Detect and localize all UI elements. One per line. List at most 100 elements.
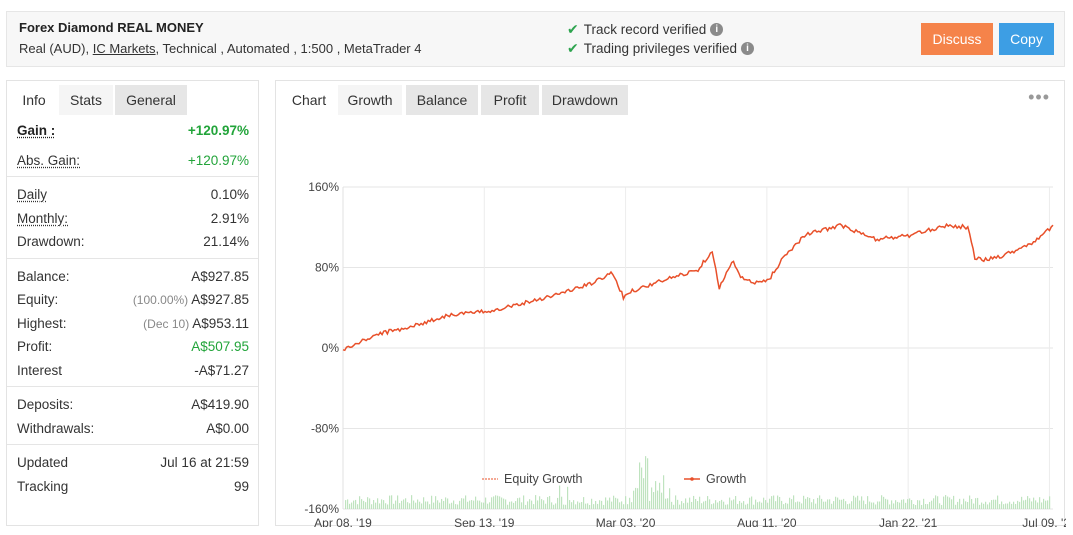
tab-growth[interactable]: Growth	[338, 85, 402, 115]
stats-panel: Info Stats General Gain : +120.97% Abs. …	[6, 80, 259, 526]
volume-bar	[921, 504, 923, 509]
copy-button[interactable]: Copy	[999, 23, 1054, 55]
tab-chart[interactable]: Chart	[280, 85, 338, 115]
volume-bar	[883, 496, 885, 509]
check-icon: ✔	[567, 21, 579, 37]
volume-bar	[361, 499, 363, 509]
volume-bar	[389, 495, 391, 509]
volume-bar	[969, 495, 971, 509]
legend: Equity Growth Growth	[482, 472, 746, 486]
volume-bar	[553, 504, 555, 509]
volume-bar	[459, 500, 461, 509]
volume-bar	[789, 497, 791, 509]
stat-label: Balance:	[17, 268, 70, 284]
volume-bar	[517, 498, 519, 509]
x-tick-label: Sep 13, '19	[454, 516, 515, 527]
volume-bar	[905, 502, 907, 509]
volume-bar	[769, 498, 771, 509]
trading-privileges-verified: ✔ Trading privileges verified i	[567, 40, 755, 57]
volume-bar	[669, 488, 671, 509]
volume-bar	[637, 488, 639, 509]
volume-bar	[997, 495, 999, 509]
volume-bar	[403, 499, 405, 509]
volume-bar	[801, 503, 803, 509]
volume-bar	[527, 501, 529, 509]
volume-bar	[949, 497, 951, 509]
growth-chart: 160% 80% 0% -80% -160% Apr 08, '19 Sep 13, '1…	[304, 180, 1066, 527]
volume-bar	[979, 504, 981, 509]
info-icon[interactable]: i	[741, 42, 755, 55]
volume-bar	[481, 502, 483, 509]
volume-bar	[661, 492, 663, 509]
legend-growth[interactable]: Growth	[706, 472, 746, 486]
tab-balance[interactable]: Balance	[406, 85, 478, 115]
volume-bar	[999, 504, 1001, 509]
stat-label[interactable]: Daily	[17, 187, 48, 202]
tab-info[interactable]: Info	[11, 85, 57, 115]
volume-bar	[791, 499, 793, 509]
volume-bar	[411, 495, 413, 509]
volume-bar	[1049, 496, 1051, 509]
volume-bar	[677, 499, 679, 509]
more-dots-icon[interactable]: •••	[1028, 87, 1050, 107]
volume-bar	[895, 500, 897, 509]
volume-bar	[551, 502, 553, 509]
broker-link[interactable]: IC Markets	[92, 41, 156, 56]
volume-bar	[673, 504, 675, 509]
volume-bar	[407, 502, 409, 509]
volume-bars	[345, 456, 1051, 509]
stats-list: Gain : +120.97% Abs. Gain: +120.97% Dail…	[7, 119, 258, 498]
x-tick-label: Aug 11, '20	[737, 516, 797, 527]
volume-bar	[723, 501, 725, 509]
stat-withdrawals: Withdrawals: A$0.00	[7, 417, 258, 441]
volume-bar	[621, 501, 623, 509]
tab-drawdown[interactable]: Drawdown	[542, 85, 628, 115]
volume-bar	[393, 503, 395, 509]
volume-bar	[737, 503, 739, 509]
volume-bar	[653, 492, 655, 509]
stat-label: Profit:	[17, 339, 53, 354]
volume-bar	[967, 502, 969, 509]
stat-value: 2.91%	[210, 210, 249, 226]
volume-bar	[1027, 496, 1029, 509]
volume-bar	[839, 499, 841, 509]
volume-bar	[559, 485, 561, 509]
volume-bar	[873, 502, 875, 509]
volume-bar	[415, 502, 417, 509]
volume-bar	[667, 498, 669, 509]
stat-label[interactable]: Monthly:	[17, 210, 69, 226]
stat-label[interactable]: Gain :	[17, 123, 56, 138]
volume-bar	[943, 496, 945, 509]
volume-bar	[851, 501, 853, 509]
volume-bar	[409, 503, 411, 509]
stat-value: (100.00%) A$927.85	[133, 292, 249, 307]
volume-bar	[581, 502, 583, 509]
volume-bar	[487, 503, 489, 509]
volume-bar	[831, 503, 833, 509]
volume-bar	[583, 497, 585, 509]
volume-bar	[541, 499, 543, 509]
volume-bar	[679, 504, 681, 509]
info-icon[interactable]: i	[710, 23, 724, 36]
volume-bar	[687, 502, 689, 509]
divider	[7, 176, 258, 177]
discuss-button[interactable]: Discuss	[921, 23, 993, 55]
stat-value: (Dec 10) A$953.11	[143, 316, 249, 331]
volume-bar	[641, 467, 643, 509]
volume-bar	[819, 495, 821, 509]
volume-bar	[1029, 498, 1031, 509]
legend-equity-growth[interactable]: Equity Growth	[504, 472, 583, 486]
volume-bar	[995, 499, 997, 509]
volume-bar	[933, 498, 935, 509]
volume-bar	[351, 502, 353, 509]
volume-bar	[959, 498, 961, 509]
volume-bar	[395, 500, 397, 509]
stat-label[interactable]: Abs. Gain:	[17, 152, 81, 168]
tab-general[interactable]: General	[115, 85, 187, 115]
tab-profit[interactable]: Profit	[481, 85, 539, 115]
tab-stats[interactable]: Stats	[59, 85, 113, 115]
stat-deposits: Deposits: A$419.90	[7, 393, 258, 417]
volume-bar	[729, 497, 731, 509]
volume-bar	[863, 500, 865, 509]
volume-bar	[843, 498, 845, 509]
